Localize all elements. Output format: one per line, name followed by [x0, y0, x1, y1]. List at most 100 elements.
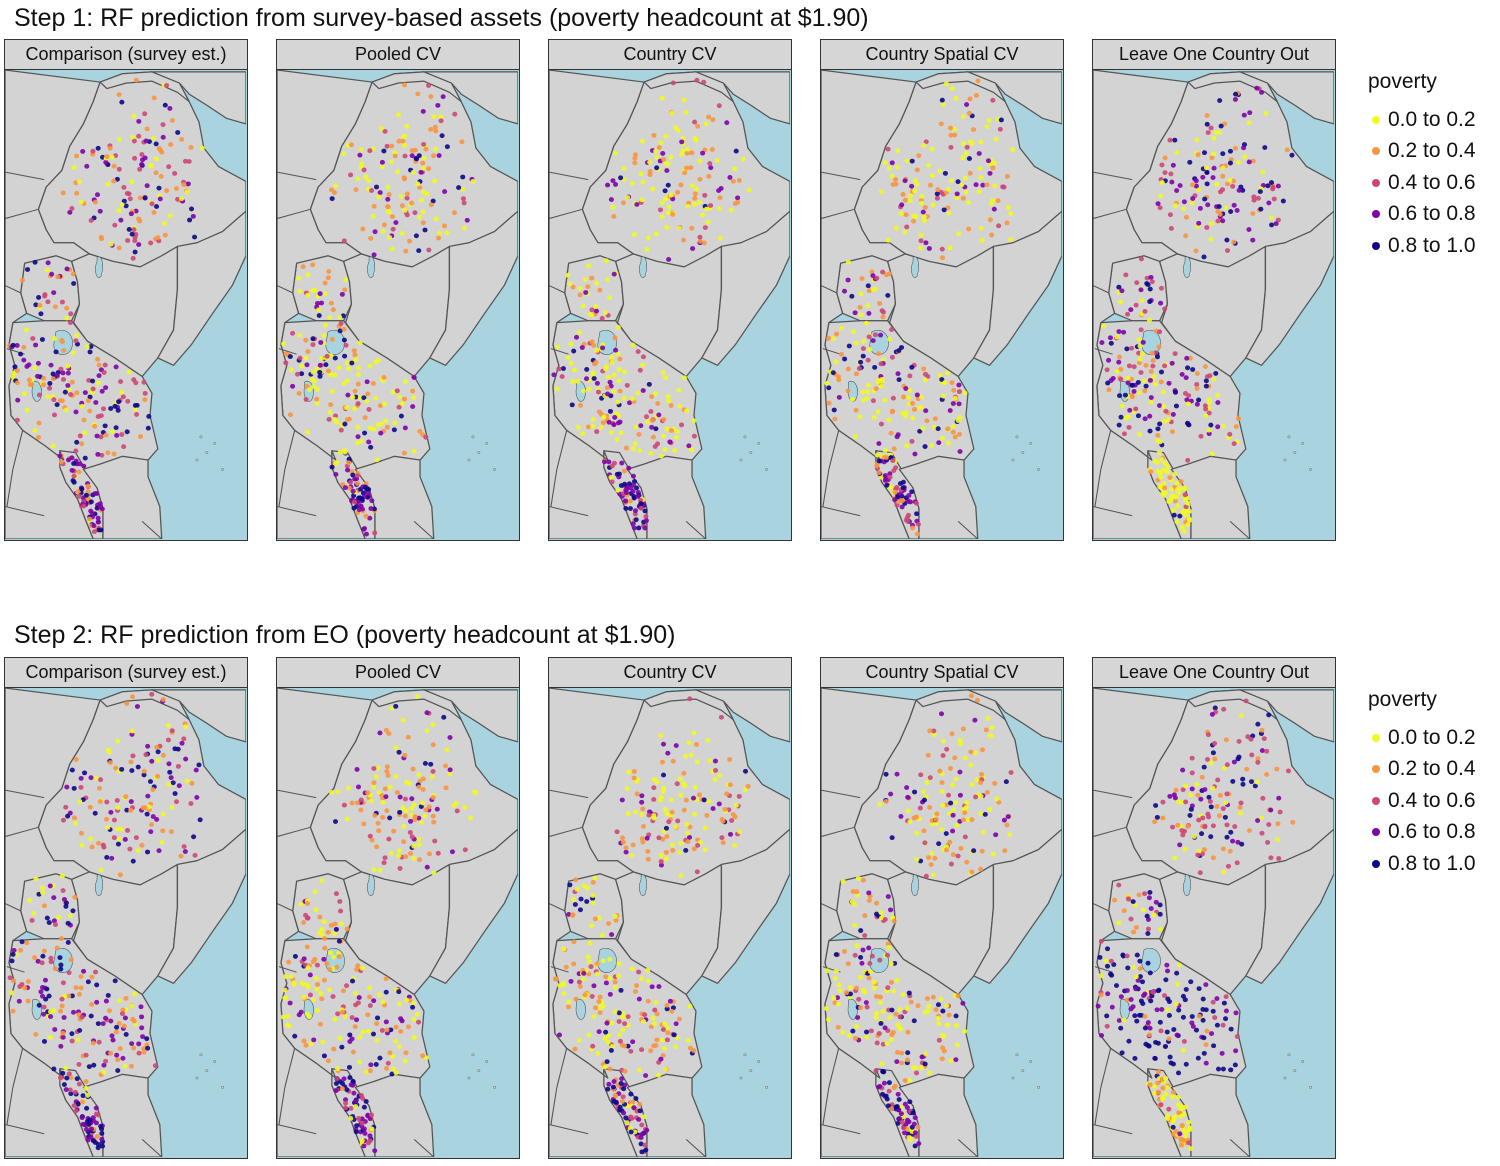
cluster-point	[1258, 206, 1264, 212]
cluster-point	[915, 1124, 921, 1130]
cluster-point	[461, 200, 467, 206]
map-panel-1-2: Pooled CV	[276, 39, 520, 541]
cluster-point	[389, 246, 395, 252]
legend-label: 0.0 to 0.2	[1388, 725, 1476, 749]
cluster-point	[742, 787, 748, 793]
cluster-point	[651, 815, 657, 821]
cluster-point	[912, 1130, 918, 1136]
cluster-point	[134, 412, 140, 417]
border-line	[5, 1123, 45, 1135]
cluster-point	[347, 1032, 353, 1038]
cluster-point	[14, 368, 20, 374]
cluster-point	[716, 206, 722, 212]
cluster-point	[1236, 754, 1242, 760]
cluster-point	[845, 388, 851, 394]
cluster-point	[1259, 727, 1265, 733]
cluster-point	[329, 464, 335, 470]
cluster-point	[1204, 113, 1210, 119]
border-line	[821, 285, 837, 294]
cluster-point	[1194, 401, 1200, 407]
cluster-point	[615, 973, 622, 979]
country-westLand	[1093, 688, 1189, 1157]
cluster-point	[1193, 178, 1199, 184]
cluster-point	[914, 167, 920, 173]
cluster-point	[65, 920, 71, 926]
cluster-point	[1208, 804, 1214, 810]
cluster-point	[305, 915, 311, 921]
cluster-point	[691, 418, 697, 424]
cluster-point	[1184, 420, 1191, 426]
cluster-point	[953, 95, 959, 101]
cluster-point	[567, 882, 573, 888]
country-lake1	[325, 330, 345, 355]
cluster-point	[678, 840, 684, 846]
cluster-point	[959, 182, 965, 188]
cluster-point	[116, 208, 122, 213]
country-arabia	[695, 689, 790, 743]
cluster-point	[1170, 824, 1176, 830]
cluster-point	[873, 1068, 879, 1074]
cluster-point	[846, 343, 852, 349]
cluster-point	[925, 1008, 931, 1014]
cluster-point	[71, 785, 77, 791]
cluster-point	[1133, 925, 1139, 930]
cluster-point	[1179, 524, 1185, 530]
cluster-point	[952, 755, 958, 761]
cluster-point	[618, 987, 624, 993]
cluster-point	[982, 811, 988, 817]
cluster-point	[393, 745, 399, 751]
border-line	[277, 505, 317, 517]
cluster-point	[89, 510, 95, 516]
cluster-point	[367, 1138, 373, 1144]
island	[1021, 451, 1025, 454]
cluster-point	[421, 155, 427, 161]
cluster-point	[858, 1005, 864, 1011]
cluster-point	[825, 1017, 832, 1022]
cluster-point	[102, 423, 108, 429]
cluster-point	[622, 498, 629, 504]
cluster-point	[918, 772, 924, 778]
cluster-point	[145, 425, 151, 431]
cluster-point	[60, 1070, 66, 1076]
cluster-point	[1162, 170, 1168, 176]
cluster-point	[662, 196, 668, 202]
cluster-point	[376, 828, 382, 834]
cluster-point	[451, 210, 457, 216]
cluster-point	[611, 389, 617, 394]
cluster-point	[1155, 201, 1161, 207]
cluster-point	[691, 1048, 697, 1053]
cluster-point	[962, 755, 968, 761]
cluster-point	[54, 402, 60, 408]
cluster-point	[640, 388, 646, 393]
cluster-point	[661, 417, 667, 422]
cluster-point	[658, 1056, 664, 1062]
cluster-point	[331, 954, 337, 960]
cluster-point	[892, 1083, 898, 1089]
cluster-point	[1145, 960, 1151, 966]
cluster-point	[44, 915, 50, 921]
cluster-point	[344, 405, 350, 411]
cluster-point	[35, 434, 42, 440]
cluster-point	[684, 150, 690, 156]
cluster-point	[693, 137, 699, 143]
cluster-point	[889, 327, 895, 332]
cluster-point	[1234, 208, 1240, 213]
cluster-point	[987, 217, 993, 223]
cluster-point	[311, 1037, 317, 1043]
cluster-point	[559, 374, 565, 379]
cluster-point	[624, 382, 630, 388]
cluster-point	[344, 983, 350, 989]
cluster-point	[414, 1011, 420, 1017]
cluster-point	[103, 998, 109, 1004]
cluster-point	[164, 188, 170, 194]
cluster-point	[402, 82, 408, 88]
cluster-point	[83, 1085, 89, 1091]
cluster-point	[697, 176, 703, 182]
cluster-point	[1231, 759, 1237, 765]
cluster-point	[669, 110, 675, 116]
cluster-point	[38, 311, 44, 317]
cluster-point	[398, 194, 404, 199]
cluster-point	[409, 796, 415, 802]
cluster-point	[402, 425, 408, 431]
cluster-point	[1232, 1062, 1238, 1068]
